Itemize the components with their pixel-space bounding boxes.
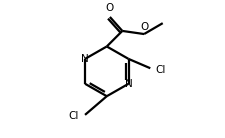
Text: O: O — [105, 3, 113, 13]
Text: Cl: Cl — [154, 65, 165, 75]
Text: N: N — [124, 79, 132, 89]
Text: N: N — [81, 54, 88, 64]
Text: Cl: Cl — [68, 111, 79, 121]
Text: O: O — [139, 22, 148, 32]
